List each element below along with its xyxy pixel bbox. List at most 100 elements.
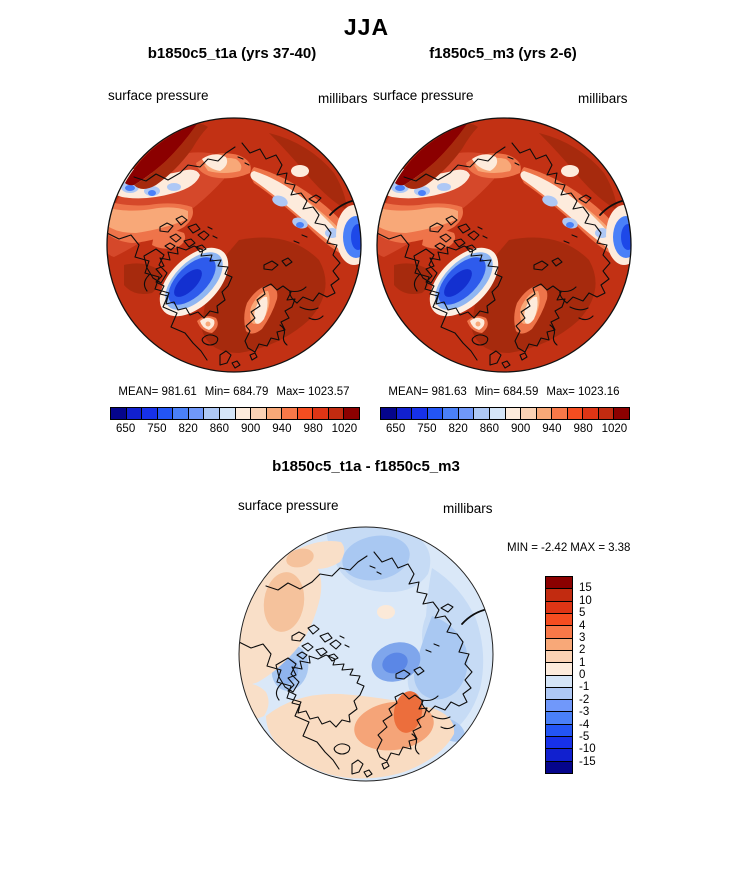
colorbar-tick-label: 820 [448,423,468,435]
colorbar-segment [546,749,572,762]
colorbar-segment [173,408,189,419]
colorbar-segment [583,408,599,419]
colorbar-segment [552,408,568,419]
colorbar-boundary-label: 2 [579,644,586,657]
units-label-diff: millibars [443,501,493,516]
diff-min-label: MIN = [507,542,538,554]
stat-max: Max= 1023.57 [276,386,350,398]
colorbar-segment [235,408,252,419]
colorbar-tick-label: 750 [417,423,437,435]
colorbar-segment [546,700,572,713]
colorbar-boundary-label: 3 [579,631,586,644]
colorbar-tick-label: 820 [178,423,198,435]
colorbar-tick-label: 650 [116,423,136,435]
stat-min: Min= 684.79 [204,386,269,398]
stats-left: MEAN= 981.61 Min= 684.79 Max= 1023.57 [84,386,384,398]
colorbar-boundary-label: -5 [579,730,590,743]
diff-min-value: -2.42 [541,542,568,554]
colorbar-segment [546,577,572,590]
colorbar-boundary-label: 5 [579,607,586,620]
colorbar-segment [443,408,459,419]
colorbar-segment [489,408,506,419]
colorbar-segment [546,589,572,602]
colorbar-segment [546,712,572,725]
colorbar-boundary-label: -2 [579,693,590,706]
colorbar-segment [521,408,537,419]
colorbar-segment [111,408,127,419]
colorbar-tick-label: 860 [479,423,499,435]
colorbar-segment [188,408,205,419]
colorbar-segment [546,638,572,651]
colorbar-boundary-label: -3 [579,706,590,719]
colorbar-segment [344,408,359,419]
colorbar-segment [546,613,572,627]
colorbar-segment [546,626,572,639]
colorbar-segment [266,408,283,419]
stat-max: Max= 1023.16 [546,386,620,398]
colorbar-segment [546,601,572,614]
diff-max-label: MAX = [570,542,606,554]
field-label-left: surface pressure [108,88,209,103]
colorbar-segment [546,737,572,750]
colorbar-segment [546,650,572,664]
colorbar-segment [546,724,572,738]
stats-right: MEAN= 981.63 Min= 684.59 Max= 1023.16 [354,386,654,398]
units-label-left: millibars [318,91,368,106]
colorbar-tick-label: 650 [386,423,406,435]
pressure-colorbar-ticks-right: 650 750 820 860 900 940 980 1020 [380,423,630,438]
units-label-right: millibars [578,91,628,106]
field-label-diff: surface pressure [238,498,339,513]
colorbar-segment [381,408,397,419]
colorbar-tick-label: 1020 [601,423,628,435]
colorbar-segment [567,408,584,419]
colorbar-tick-label: 1020 [331,423,358,435]
colorbar-boundary-label: 0 [579,669,586,681]
colorbar-segment [126,408,143,419]
colorbar-segment [282,408,298,419]
colorbar-segment [536,408,553,419]
pressure-map-right [374,115,634,375]
colorbar-tick-label: 860 [209,423,229,435]
stat-mean: MEAN= 981.61 [118,386,197,398]
colorbar-segment [598,408,615,419]
colorbar-tick-label: 940 [542,423,562,435]
pressure-colorbar-left [110,407,360,420]
colorbar-tick-label: 980 [303,423,323,435]
difference-map [236,524,496,784]
colorbar-segment [328,408,345,419]
pressure-colorbar-right [380,407,630,420]
colorbar-segment [614,408,629,419]
colorbar-boundary-label: 10 [579,594,592,607]
colorbar-tick-label: 980 [573,423,593,435]
colorbar-boundary-label: 4 [579,619,586,632]
panel-title-control: f1850c5_m3 (yrs 2-6) [429,45,577,62]
colorbar-boundary-label: 15 [579,582,592,595]
difference-title: b1850c5_t1a - f1850c5_m3 [272,458,460,475]
colorbar-segment [505,408,522,419]
colorbar-boundary-label: 1 [579,656,586,669]
colorbar-segment [546,675,572,688]
colorbar-tick-label: 750 [147,423,167,435]
difference-colorbar [545,576,573,774]
colorbar-segment [546,663,572,676]
colorbar-segment [142,408,158,419]
colorbar-boundary-label: -4 [579,718,590,731]
field-label-right: surface pressure [373,88,474,103]
pressure-map-left [104,115,364,375]
stat-mean: MEAN= 981.63 [388,386,467,398]
colorbar-segment [546,761,572,773]
colorbar-segment [474,408,490,419]
season-title: JJA [343,14,390,40]
colorbar-segment [297,408,314,419]
colorbar-segment [412,408,428,419]
colorbar-tick-label: 940 [272,423,292,435]
colorbar-boundary-label: -10 [579,743,596,756]
colorbar-boundary-label: -15 [579,755,596,768]
diff-max-value: 3.38 [608,542,631,554]
colorbar-tick-label: 900 [241,423,261,435]
colorbar-segment [157,408,174,419]
colorbar-tick-label: 900 [511,423,531,435]
colorbar-segment [204,408,220,419]
pressure-colorbar-ticks-left: 650 750 820 860 900 940 980 1020 [110,423,360,438]
